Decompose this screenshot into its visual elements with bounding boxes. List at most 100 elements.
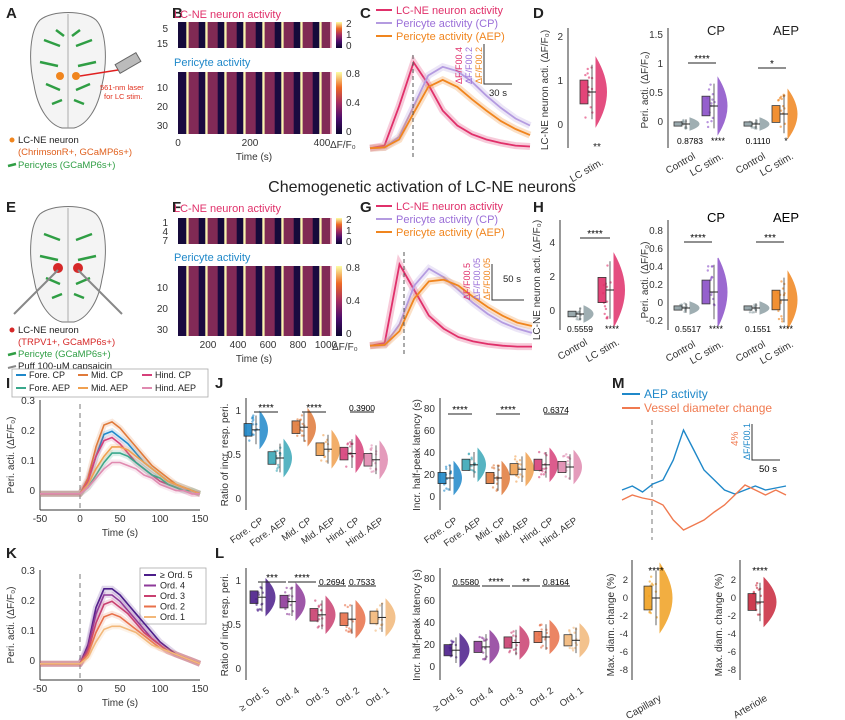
lCats1-label: Ord. 1 [364, 685, 392, 709]
b-ne-stripe-pulse [281, 22, 284, 48]
m-ytick: 0 [623, 593, 628, 604]
l1-3-half-violin [355, 599, 366, 639]
d-peri-ytick-15: 1.5 [649, 30, 663, 41]
f-ne-stripes [186, 218, 332, 244]
j1-5-point [370, 446, 373, 450]
b-cbar-ne-lo: 0 [346, 41, 352, 52]
i-legend-label: Fore. CP [29, 370, 65, 380]
g-legend-aep: Pericyte activity (AEP) [396, 227, 505, 239]
j1-ytick-05: 0.5 [227, 450, 241, 461]
l2-3-box [533, 631, 543, 644]
j2-2-point [492, 464, 495, 467]
legend-dot-e [9, 327, 15, 333]
laser-label-1: 561-nm laser [100, 83, 144, 92]
d-stat-aep-ctrl: 0.1110 [746, 136, 771, 146]
b-peri-stripe-pulse [319, 72, 322, 134]
h-aep-stim-point [777, 317, 781, 321]
h-cp-stim-box [701, 279, 711, 305]
b-ne-stripes [186, 22, 332, 48]
b-cbar-peri-hi: 0.8 [346, 69, 360, 80]
j2-0-point [443, 489, 446, 492]
j1-2-point [303, 439, 307, 443]
f-ne-stripe-pulse [205, 218, 208, 244]
l2-ytick-0: 0 [429, 662, 435, 673]
puff-pipettes [13, 269, 123, 315]
l2-4-point [568, 628, 571, 632]
d-aep-stim-point [783, 107, 786, 110]
j2-0-point [447, 488, 450, 491]
j1-1-point [275, 469, 278, 472]
h-ne-violins [567, 252, 625, 328]
legend-pericytes: Pericytes (GCaMP6s+) [18, 160, 115, 171]
label-l: L [215, 545, 224, 562]
line-hind-aep [40, 461, 200, 495]
h-stat-aep-ctrl: 0.1551 [745, 324, 771, 334]
label-a: A [6, 5, 17, 22]
l1-2-point [318, 614, 321, 618]
f-peri-stripe-decay [207, 266, 218, 336]
panel-g-traces: LC-NE neuron activity Pericyte activity … [369, 201, 533, 356]
d-peri-ytick-05: 0.5 [649, 88, 663, 99]
l2-ytick-20: 20 [424, 640, 436, 651]
h-aep-stim-half-violin [787, 270, 798, 330]
d-cp-stim-point [711, 98, 714, 101]
f-peri-stripe-pulse [186, 266, 189, 336]
m-legend-aep: AEP activity [644, 387, 708, 401]
b-xtick-400: 400 [314, 138, 331, 149]
m2-stars: **** [752, 566, 768, 577]
h-aep-stim-point [781, 320, 784, 323]
j2-5-box [557, 460, 567, 473]
m-ytick: 0 [731, 593, 736, 604]
b-ytick-peri-3: 30 [157, 121, 169, 132]
k-ytick-02: 0.2 [21, 596, 35, 607]
j2-1-half-violin [477, 447, 486, 483]
m2-ylabel: Max. diam. change (%) [714, 574, 725, 677]
j1-0-point [252, 433, 255, 436]
f-ytick-ne-7: 7 [162, 236, 168, 247]
l1-1-point [284, 591, 287, 594]
f-peri-stripe-decay [283, 266, 294, 336]
d-aep-stim-half-violin [787, 88, 798, 140]
j2-3-point [518, 466, 521, 469]
j2-2-point [491, 486, 495, 489]
h-peri-ytick-02: 0.2 [649, 280, 663, 291]
h-aep-stim-point [781, 287, 785, 290]
d-ne-lcstim-point [586, 67, 589, 71]
b-ne-stripe-decay [264, 22, 275, 48]
f-ne-stripe-pulse [262, 218, 265, 244]
l1-1-point [288, 594, 291, 597]
d-ne-lcstim-point [586, 72, 589, 75]
m-ticks: 2 2 0 0 -2 -2 -4 -4 -6 -6 -8 -8 [620, 575, 736, 676]
h-ne-ctrl-point [576, 315, 579, 319]
m-arteriole-point [755, 586, 759, 590]
j2-ytick-40: 40 [424, 448, 436, 459]
l1-0-point [259, 586, 262, 589]
panel-labels: A B C D E F G H I J K L M [6, 5, 625, 562]
h-cp-ctrl-half-violin [689, 301, 700, 315]
d-cp-stim-half-violin [717, 76, 728, 136]
m-ytick: -4 [620, 629, 628, 640]
f-ne-stripe-decay [245, 218, 256, 244]
j1-0-point [251, 423, 255, 426]
h-ne-ctrl-stat: 0.5559 [567, 324, 593, 334]
h-ne-ytick-0: 0 [549, 306, 555, 317]
d-ne-lcstim-point [584, 73, 587, 77]
l2-ytick-80: 80 [424, 574, 436, 585]
j1-stat-1: **** [258, 403, 274, 414]
j2-4-point [537, 475, 541, 479]
m-arteriole-point [755, 584, 758, 587]
j1-3-half-violin [331, 429, 340, 469]
b-ne-stripe-pulse [186, 22, 189, 48]
d-cp-stim-point [706, 125, 710, 129]
l1-4-box [369, 610, 379, 625]
g-scale-ne: ΔF/F00.5 [462, 263, 472, 300]
j1-5-box [363, 453, 373, 467]
g-legend-ne: LC-NE neuron activity [396, 201, 503, 213]
l1-violins [249, 577, 396, 639]
j2-3-half-violin [525, 451, 534, 487]
f-peri-stripe-pulse [262, 266, 265, 336]
d-stat-cp-ctrl: 0.8783 [677, 136, 703, 146]
d-ne-ylabel: LC-NE neuron acti. (ΔF/F₀) [540, 30, 551, 150]
i-legend-label: Mid. CP [91, 370, 123, 380]
